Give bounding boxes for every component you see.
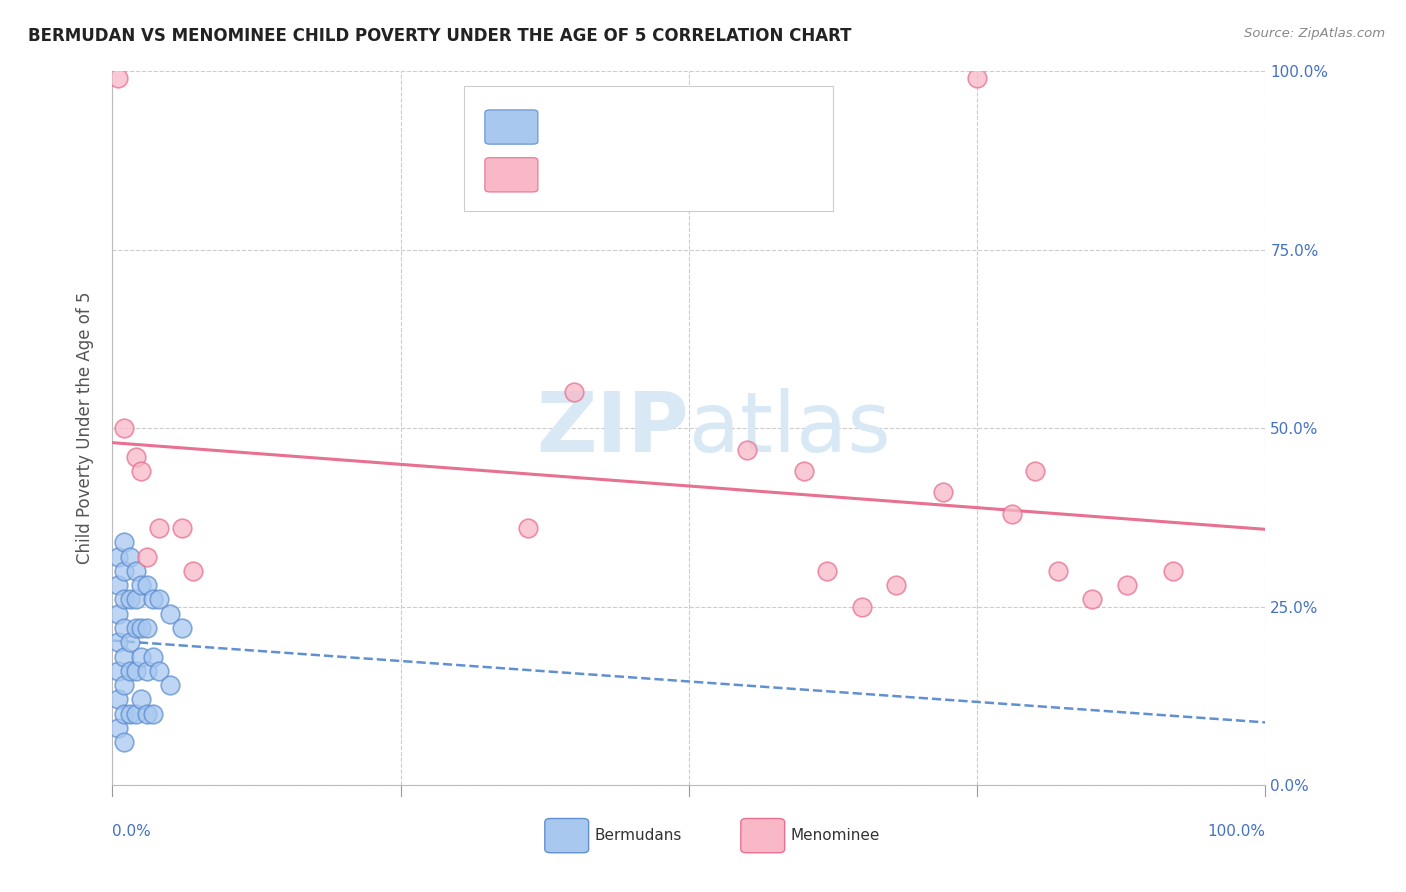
Point [562, 385, 585, 400]
Point [124, 592, 146, 607]
Point [118, 592, 141, 607]
Text: Menominee: Menominee [790, 828, 880, 843]
Point [112, 592, 135, 607]
Point [931, 485, 953, 500]
Point [107, 71, 129, 86]
FancyBboxPatch shape [741, 819, 785, 853]
Point [112, 649, 135, 664]
Point [1046, 564, 1069, 578]
Point [148, 521, 170, 535]
Point [181, 564, 204, 578]
Point [1161, 564, 1184, 578]
Point [112, 535, 135, 549]
Point [107, 664, 129, 678]
Point [159, 607, 181, 621]
Point [136, 621, 159, 635]
Y-axis label: Child Poverty Under the Age of 5: Child Poverty Under the Age of 5 [76, 292, 94, 565]
Point [112, 421, 135, 435]
Point [735, 442, 758, 457]
Point [142, 649, 165, 664]
FancyBboxPatch shape [485, 158, 538, 192]
Text: 0.0%: 0.0% [112, 824, 152, 839]
Text: R = 0.318: R = 0.318 [547, 166, 643, 184]
Point [107, 721, 129, 735]
Point [118, 549, 141, 564]
Point [118, 635, 141, 649]
FancyBboxPatch shape [464, 86, 832, 211]
Text: atlas: atlas [689, 388, 890, 468]
FancyBboxPatch shape [485, 110, 538, 145]
Text: ZIP: ZIP [537, 388, 689, 468]
Text: 100.0%: 100.0% [1208, 824, 1265, 839]
Point [129, 464, 153, 478]
Point [136, 706, 159, 721]
Point [107, 549, 129, 564]
Point [124, 450, 146, 464]
Point [886, 578, 908, 592]
Text: N = 41: N = 41 [689, 118, 754, 136]
Point [1081, 592, 1104, 607]
Point [148, 592, 170, 607]
Point [129, 621, 153, 635]
Point [170, 521, 193, 535]
Point [851, 599, 873, 614]
Point [148, 664, 170, 678]
Point [1024, 464, 1046, 478]
Point [118, 706, 141, 721]
Point [124, 706, 146, 721]
Text: R = 0.018: R = 0.018 [547, 118, 643, 136]
Point [170, 621, 193, 635]
Point [136, 578, 159, 592]
Point [966, 71, 988, 86]
Point [516, 521, 538, 535]
Point [112, 706, 135, 721]
Point [107, 692, 129, 706]
Point [129, 578, 153, 592]
Text: BERMUDAN VS MENOMINEE CHILD POVERTY UNDER THE AGE OF 5 CORRELATION CHART: BERMUDAN VS MENOMINEE CHILD POVERTY UNDE… [28, 27, 852, 45]
Point [136, 664, 159, 678]
Text: Bermudans: Bermudans [595, 828, 682, 843]
Text: Source: ZipAtlas.com: Source: ZipAtlas.com [1244, 27, 1385, 40]
Point [124, 564, 146, 578]
Point [107, 578, 129, 592]
Text: N = 23: N = 23 [689, 166, 754, 184]
Point [159, 678, 181, 692]
Point [142, 592, 165, 607]
Point [793, 464, 815, 478]
Point [107, 607, 129, 621]
FancyBboxPatch shape [546, 819, 589, 853]
Point [815, 564, 838, 578]
Point [142, 706, 165, 721]
Point [129, 649, 153, 664]
Point [112, 621, 135, 635]
Point [1001, 507, 1024, 521]
Point [112, 564, 135, 578]
Point [112, 678, 135, 692]
Point [112, 735, 135, 749]
Point [1116, 578, 1139, 592]
Point [136, 549, 159, 564]
Point [118, 664, 141, 678]
Point [107, 635, 129, 649]
Point [129, 692, 153, 706]
Point [124, 621, 146, 635]
Point [124, 664, 146, 678]
